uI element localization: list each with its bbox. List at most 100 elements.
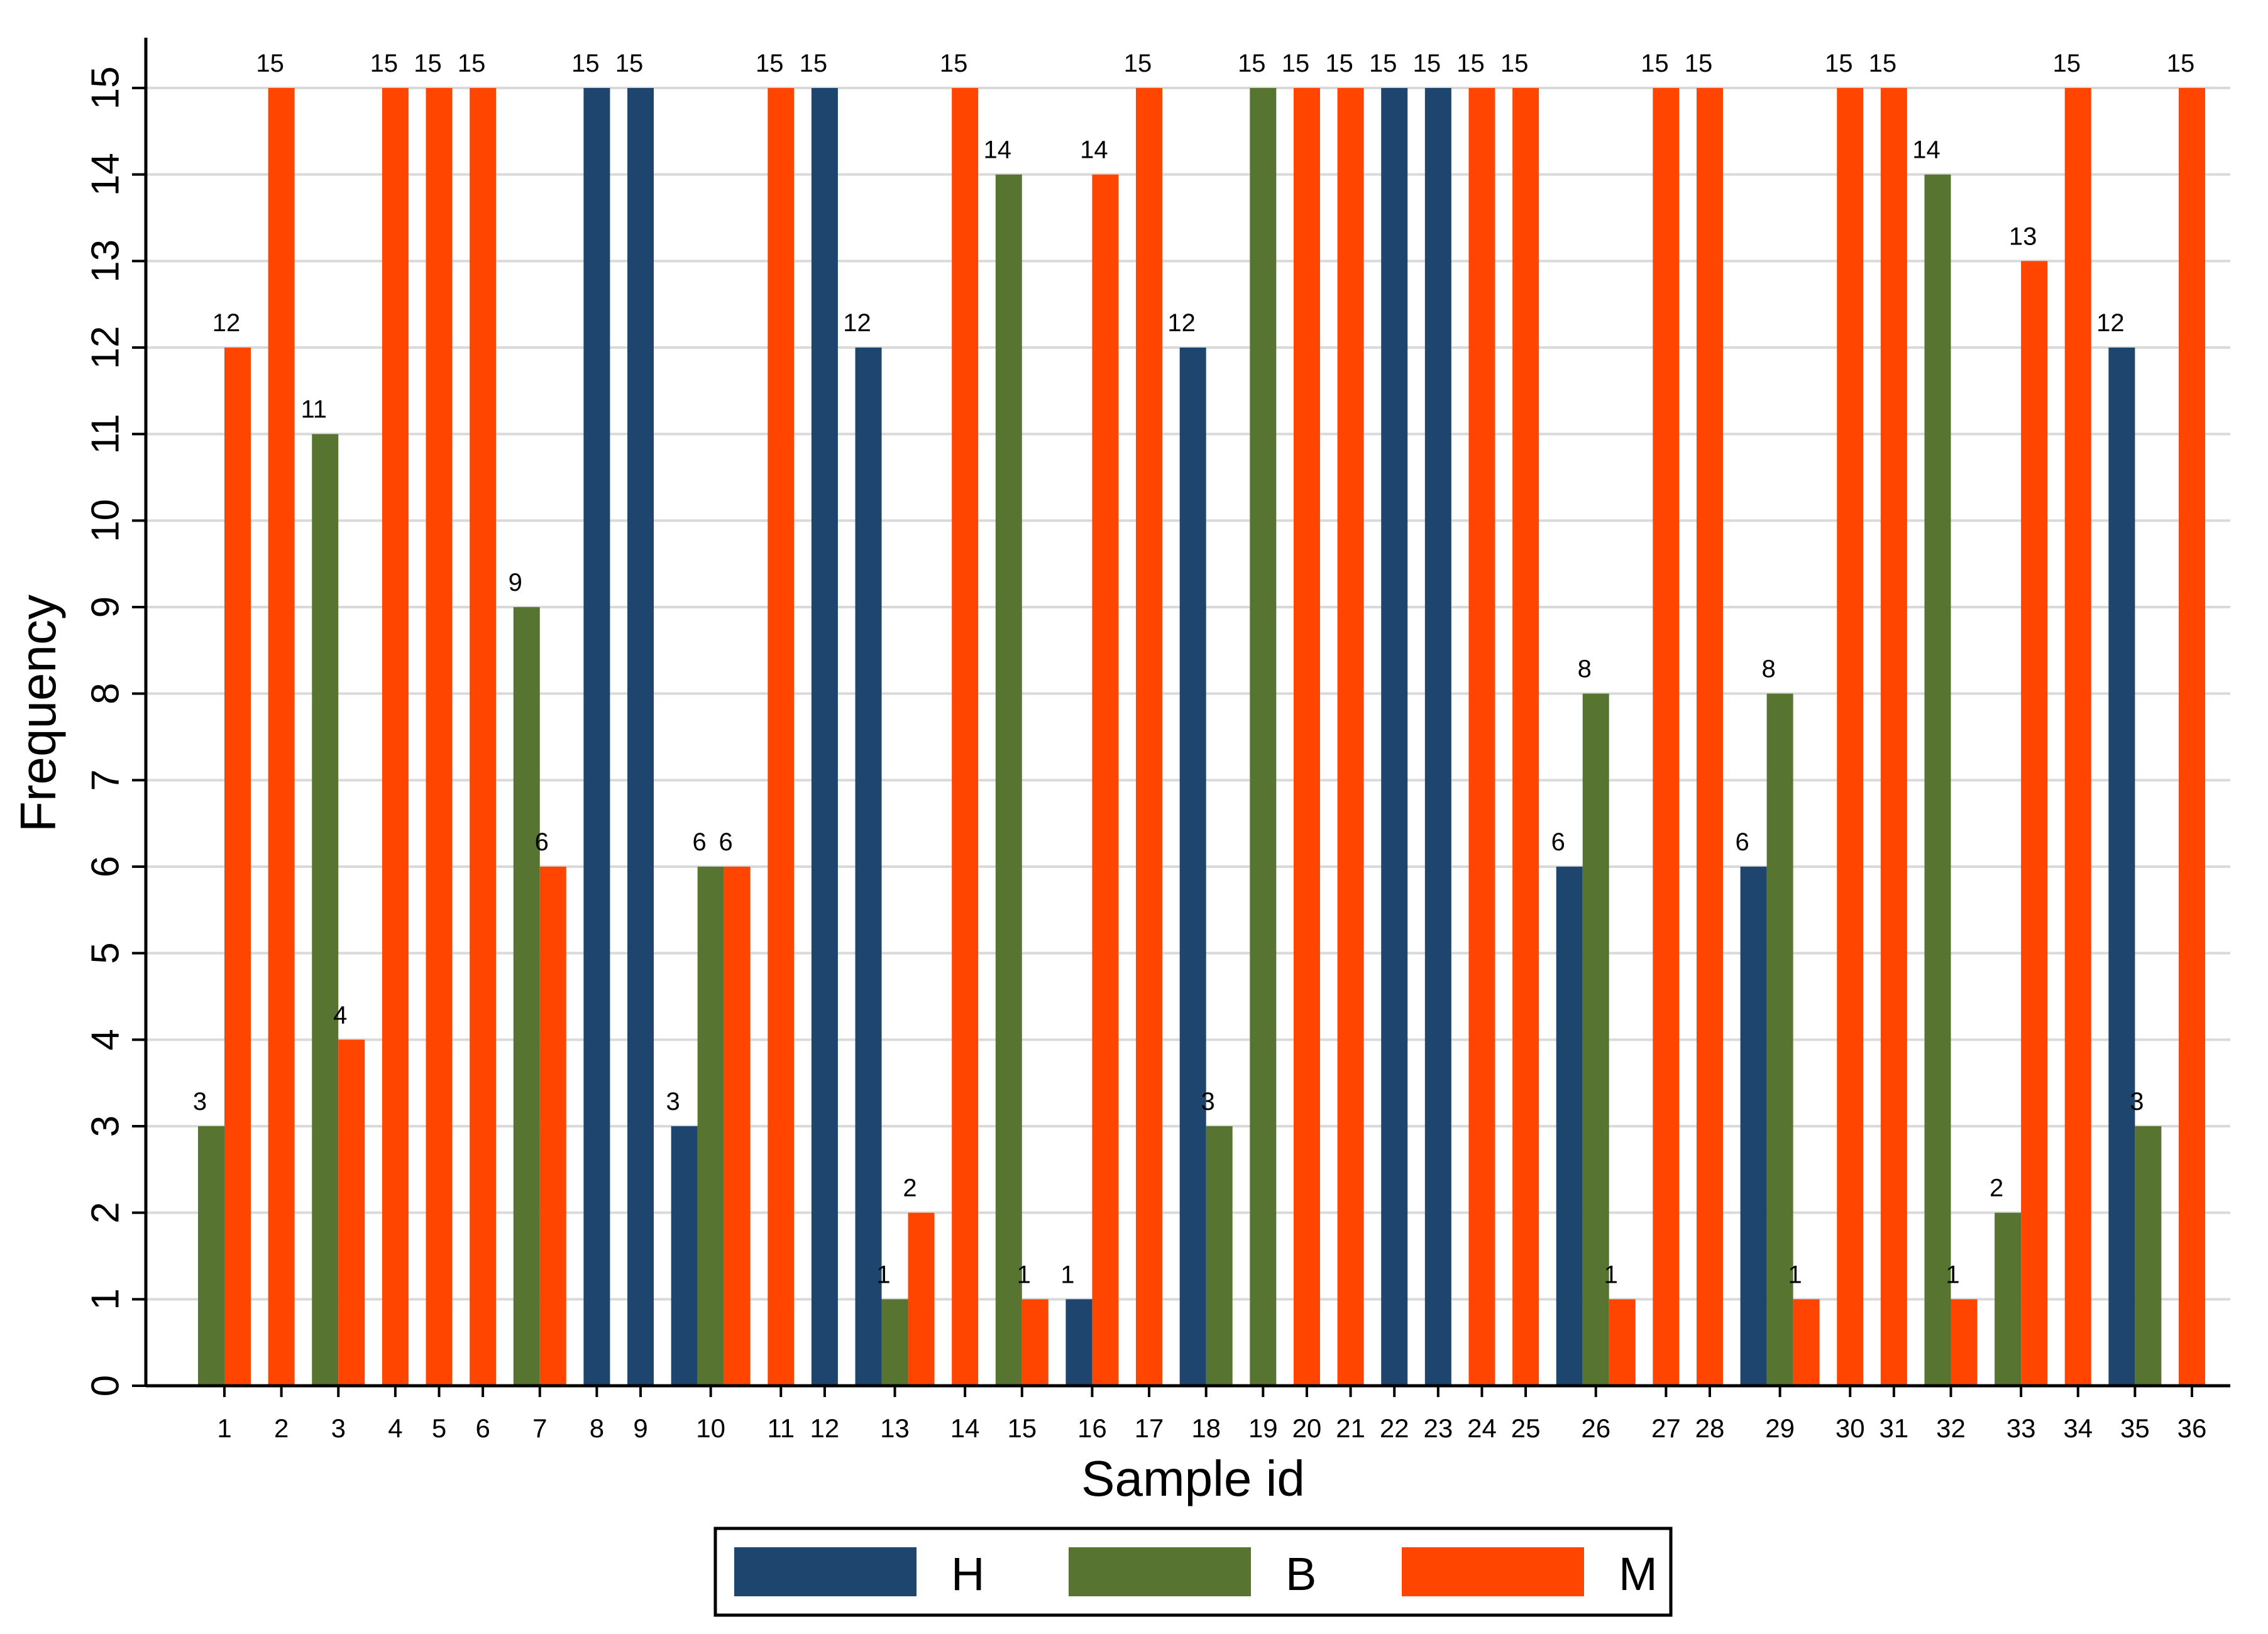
bar-sample-26-M xyxy=(1609,1299,1636,1386)
bar-sample-10-H xyxy=(671,1126,698,1386)
data-label-sample-35-H: 12 xyxy=(2096,309,2125,337)
x-tick-label: 9 xyxy=(633,1413,647,1443)
data-label-sample-36-M: 15 xyxy=(2167,50,2195,77)
x-axis-ticks: 1 2 3 4 5 6 7 8 9 10 11 12 13 14 15 16 17 18 19 20 21 22 23 24 2… xyxy=(217,1386,2206,1443)
x-tick-label: 29 xyxy=(1765,1413,1795,1443)
bar-sample-32-B xyxy=(1924,174,1951,1386)
y-tick-label: 0 xyxy=(84,1375,128,1396)
data-label-sample-33-B: 2 xyxy=(1990,1175,2003,1202)
bar-sample-8-H xyxy=(583,88,610,1386)
x-tick-label: 17 xyxy=(1135,1413,1164,1443)
bar-sample-15-B xyxy=(995,174,1022,1386)
x-tick-label: 18 xyxy=(1191,1413,1221,1443)
bar-sample-35-H xyxy=(2108,348,2135,1386)
data-label-sample-13-H: 12 xyxy=(843,309,871,337)
data-label-sample-13-B: 1 xyxy=(876,1261,890,1288)
bar-sample-4-M xyxy=(382,88,409,1386)
y-tick-label: 12 xyxy=(84,326,128,370)
bar-sample-33-B xyxy=(1995,1212,2022,1386)
data-label-sample-1-M: 12 xyxy=(212,309,241,337)
bar-sample-12-H xyxy=(811,88,838,1386)
bar-sample-11-M xyxy=(768,88,795,1386)
bar-sample-29-B xyxy=(1766,693,1793,1386)
x-tick-label: 14 xyxy=(950,1413,980,1443)
x-tick-label: 27 xyxy=(1651,1413,1681,1443)
bar-sample-1-B xyxy=(198,1126,224,1386)
bar-sample-13-M xyxy=(908,1212,935,1386)
data-label-sample-9-H: 15 xyxy=(615,50,644,77)
x-tick-label: 6 xyxy=(475,1413,490,1443)
data-label-sample-27-M: 15 xyxy=(1641,50,1669,77)
data-label-sample-3-M: 4 xyxy=(333,1001,347,1029)
bar-sample-7-B xyxy=(513,607,540,1386)
y-tick-label: 9 xyxy=(84,596,128,618)
data-label-sample-16-M: 14 xyxy=(1080,136,1108,164)
x-tick-label: 1 xyxy=(217,1413,231,1443)
data-label-sample-16-H: 1 xyxy=(1060,1261,1074,1288)
data-label-sample-26-M: 1 xyxy=(1604,1261,1618,1288)
data-label-sample-33-M: 13 xyxy=(2009,222,2037,250)
y-tick-label: 7 xyxy=(84,769,128,791)
data-label-sample-11-M: 15 xyxy=(756,50,784,77)
x-tick-label: 31 xyxy=(1879,1413,1908,1443)
bar-sample-1-M xyxy=(224,348,251,1386)
axes xyxy=(144,38,2230,1388)
x-tick-label: 15 xyxy=(1007,1413,1037,1443)
data-label-sample-32-M: 1 xyxy=(1946,1261,1959,1288)
x-tick-label: 22 xyxy=(1380,1413,1409,1443)
x-tick-label: 36 xyxy=(2177,1413,2207,1443)
x-tick-label: 5 xyxy=(432,1413,446,1443)
data-label-sample-15-B: 14 xyxy=(984,136,1012,164)
y-tick-label: 13 xyxy=(84,239,128,283)
x-tick-label: 33 xyxy=(2007,1413,2036,1443)
bar-sample-6-M xyxy=(470,88,497,1386)
x-tick-label: 26 xyxy=(1581,1413,1610,1443)
y-tick-label: 14 xyxy=(84,153,128,196)
x-tick-label: 7 xyxy=(532,1413,547,1443)
data-label-sample-7-B: 9 xyxy=(509,569,522,596)
bars xyxy=(198,88,2205,1386)
bar-sample-32-M xyxy=(1951,1299,1978,1386)
x-tick-label: 2 xyxy=(274,1413,289,1443)
data-label-sample-31-M: 15 xyxy=(1869,50,1897,77)
data-label-sample-10-H: 3 xyxy=(666,1088,680,1116)
bar-sample-20-M xyxy=(1293,88,1320,1386)
data-label-sample-23-H: 15 xyxy=(1413,50,1441,77)
bar-sample-23-H xyxy=(1424,88,1451,1386)
data-label-sample-26-H: 6 xyxy=(1551,828,1565,856)
bar-sample-36-M xyxy=(2179,88,2205,1386)
x-tick-label: 30 xyxy=(1836,1413,1865,1443)
bar-sample-29-H xyxy=(1740,867,1767,1386)
data-label-sample-26-B: 8 xyxy=(1578,655,1592,683)
data-label-sample-2-M: 15 xyxy=(256,50,284,77)
data-label-sample-24-M: 15 xyxy=(1456,50,1485,77)
x-tick-label: 20 xyxy=(1292,1413,1322,1443)
bar-sample-18-H xyxy=(1179,348,1206,1386)
data-label-sample-6-M: 15 xyxy=(458,50,486,77)
data-label-sample-29-H: 6 xyxy=(1735,828,1749,856)
y-tick-label: 8 xyxy=(84,683,128,704)
bar-sample-31-M xyxy=(1880,88,1907,1386)
bar-sample-10-M xyxy=(724,867,751,1386)
bar-sample-26-B xyxy=(1582,693,1609,1386)
data-label-sample-17-M: 15 xyxy=(1124,50,1152,77)
bar-sample-35-B xyxy=(2135,1126,2162,1386)
x-tick-label: 28 xyxy=(1695,1413,1725,1443)
x-tick-label: 23 xyxy=(1423,1413,1453,1443)
x-tick-label: 21 xyxy=(1336,1413,1365,1443)
data-label-sample-32-B: 14 xyxy=(1912,136,1940,164)
y-tick-label: 15 xyxy=(84,67,128,110)
data-label-sample-3-B: 11 xyxy=(300,396,327,424)
bar-sample-13-B xyxy=(881,1299,908,1386)
bar-sample-22-H xyxy=(1381,88,1408,1386)
y-tick-label: 5 xyxy=(84,942,128,963)
bar-sample-16-H xyxy=(1065,1299,1093,1386)
bar-sample-27-M xyxy=(1653,88,1680,1386)
y-tick-label: 10 xyxy=(84,499,128,542)
x-tick-label: 35 xyxy=(2120,1413,2150,1443)
data-label-sample-13-M: 2 xyxy=(903,1175,917,1202)
x-tick-label: 25 xyxy=(1511,1413,1541,1443)
data-label-sample-4-M: 15 xyxy=(370,50,399,77)
